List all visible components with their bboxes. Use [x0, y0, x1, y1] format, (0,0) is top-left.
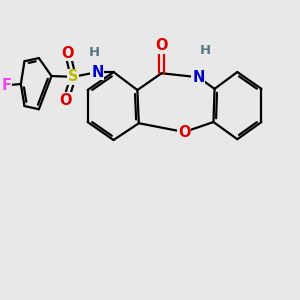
Text: N: N	[192, 70, 205, 85]
Text: H: H	[199, 44, 210, 57]
Text: H: H	[89, 46, 100, 59]
Text: N: N	[91, 64, 104, 80]
Text: O: O	[155, 38, 168, 53]
Text: S: S	[68, 69, 78, 84]
Text: F: F	[2, 78, 11, 93]
Text: O: O	[60, 92, 72, 107]
Text: O: O	[61, 46, 74, 61]
Text: O: O	[178, 124, 190, 140]
